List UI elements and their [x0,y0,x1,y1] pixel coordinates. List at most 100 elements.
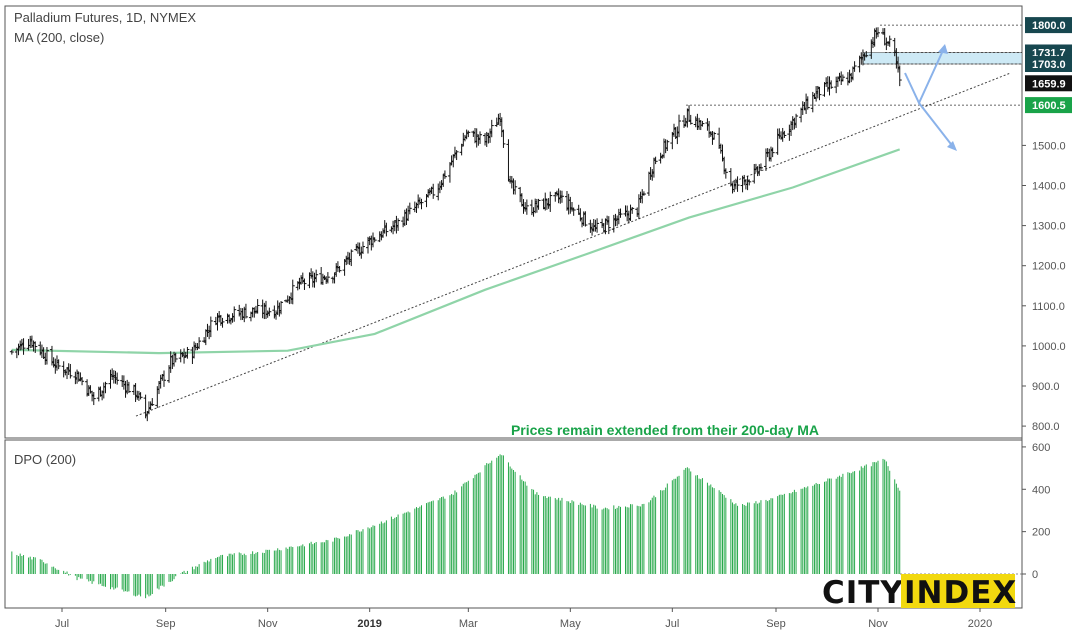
ohlc-bar [91,392,96,406]
ohlc-bar [571,207,576,216]
svg-text:1600.5: 1600.5 [1032,100,1066,112]
ohlc-bar [115,372,120,385]
ohlc-bar [208,316,213,338]
ohlc-bar [794,113,799,128]
time-tick-label: Jul [55,618,69,630]
ohlc-bar [80,377,85,386]
time-tick-label: Sep [766,618,786,630]
ohlc-bar [431,183,436,199]
svg-text:1659.9: 1659.9 [1032,78,1066,90]
ohlc-bars [9,27,902,422]
dpo-bars [11,454,901,599]
price-axis-ticks: 800.0 900.0 1000.0 1100.0 1200.0 1300.0 1400.0… [1022,140,1066,433]
ohlc-bar [243,303,248,319]
ohlc-bar [665,139,670,151]
ohlc-bar [606,216,611,235]
ohlc-bar [407,202,412,215]
ohlc-bar [396,218,401,231]
ohlc-bar [805,96,810,110]
ohlc-bar [185,346,190,359]
time-tick-label: 2020 [968,618,992,630]
ohlc-bar [583,211,588,227]
ohlc-bar [9,349,14,355]
ohlc-bar [267,307,272,317]
ohlc-bar [302,278,307,290]
city-index-logo: CITY INDEX [822,574,1017,611]
ohlc-bar [524,199,529,215]
ohlc-bar [419,198,424,210]
level-label: 1659.9 [1025,75,1072,92]
indicator-label: MA (200, close) [14,30,104,45]
ohlc-bar [501,129,506,148]
ohlc-bar [712,131,717,140]
ohlc-bar [677,114,682,138]
ohlc-bar [162,370,166,387]
ohlc-bar [372,237,377,243]
ohlc-bar [817,87,822,101]
svg-text:1800.0: 1800.0 [1032,20,1066,32]
ohlc-bar [447,162,452,183]
level-label: 1703.0 [1025,55,1072,72]
time-tick-label: 2019 [357,618,381,630]
ohlc-bar [44,347,49,365]
logo-index: INDEX [904,575,1017,611]
ohlc-bar [478,131,483,144]
price-pane-frame [4,5,1023,439]
ohlc-bar [595,218,600,233]
ohlc-bar [103,381,108,394]
time-tick-label: Sep [156,618,176,630]
ohlc-bar [506,139,511,182]
logo-city: CITY [822,575,904,611]
ohlc-bar [782,130,787,138]
annotation-text: Prices remain extended from their 200-da… [511,422,819,438]
ohlc-bar [770,147,775,158]
ohlc-bar [68,363,73,379]
ohlc-bar [466,130,471,138]
ohlc-bar [173,352,178,363]
ohlc-bar [618,208,623,218]
svg-text:1703.0: 1703.0 [1032,59,1066,71]
price-tick-label: 1400.0 [1032,181,1066,193]
trendline [135,72,1011,417]
ohlc-bar [279,301,284,315]
ohlc-bar [829,80,834,89]
ohlc-bar [459,143,464,156]
ohlc-bar [360,241,365,254]
ohlc-bar [138,392,143,400]
time-tick-label: Nov [868,618,888,630]
projection-arrows [904,44,957,151]
ohlc-bar [700,120,705,127]
price-tick-label: 1000.0 [1032,341,1066,353]
support-zone [862,52,1023,65]
dpo-tick-label: 200 [1032,527,1050,539]
time-tick-label: May [560,618,581,630]
ohlc-bar [126,381,131,393]
ohlc-bar [33,341,38,353]
ohlc-bar [454,150,459,161]
ohlc-bar [897,65,902,87]
ohlc-bar [21,338,26,355]
level-label: 1600.5 [1025,97,1072,114]
dpo-tick-label: 600 [1032,442,1050,454]
dpo-axis-ticks: 0 200 400 600 [900,442,1050,581]
ohlc-bar [864,51,869,58]
ohlc-bar [56,359,61,370]
ohlc-bar [442,170,447,179]
price-tick-label: 1200.0 [1032,261,1066,273]
ohlc-bar [290,279,295,305]
time-tick-label: Jul [665,618,679,630]
ohlc-bar [337,266,342,273]
ohlc-bar [887,35,892,47]
level-label: 1800.0 [1025,17,1072,34]
ohlc-bar [641,191,646,196]
ohlc-bar [852,61,857,72]
ohlc-bar [630,207,635,214]
ohlc-bar [314,269,319,283]
time-axis-ticks: Jul Sep Nov 2019 Mar May Jul Sep Nov 2020 [55,608,992,630]
ohlc-bar [559,190,564,203]
ohlc-bar [758,163,763,171]
ohlc-bar [220,317,225,328]
ohlc-bar [384,222,389,237]
ma-200-line [11,148,901,355]
